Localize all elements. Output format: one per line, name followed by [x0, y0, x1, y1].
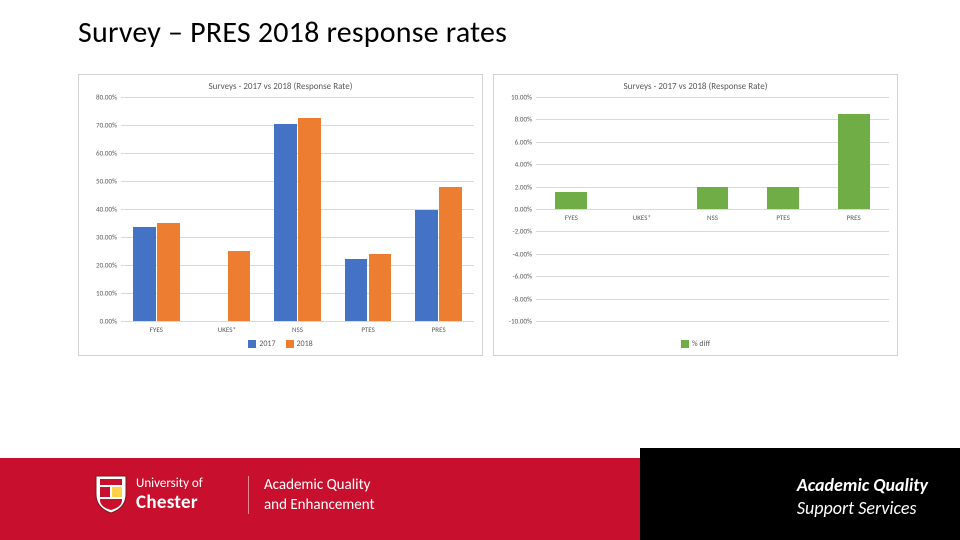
page-title: Survey – PRES 2018 response rates — [78, 14, 507, 51]
legend-label: 2017 — [259, 339, 275, 349]
dept-name: Academic Quality and Enhancement — [264, 476, 375, 515]
x-label: PTES — [776, 213, 790, 222]
legend-item: 2018 — [286, 339, 313, 349]
bar — [345, 259, 368, 321]
legend-label: % diff — [692, 339, 710, 349]
y-tick: -10.00% — [494, 317, 532, 326]
chart1-title: Surveys - 2017 vs 2018 (Response Rate) — [79, 75, 482, 94]
chart-diff: Surveys - 2017 vs 2018 (Response Rate) -… — [493, 74, 898, 356]
bar — [555, 192, 587, 209]
x-label: PTES — [361, 325, 375, 334]
y-tick: 10.00% — [494, 93, 532, 102]
chart1-legend: 2017 2018 — [79, 339, 482, 349]
bar — [133, 227, 156, 321]
x-label: PRES — [432, 325, 446, 334]
service-line2: Support Services — [797, 497, 928, 520]
y-tick: 10.00% — [79, 289, 117, 298]
uni-line2: Chester — [136, 492, 203, 515]
y-tick: -8.00% — [494, 294, 532, 303]
charts-row: Surveys - 2017 vs 2018 (Response Rate) 0… — [78, 74, 898, 356]
legend-item: % diff — [681, 339, 710, 349]
legend-swatch-icon — [681, 340, 689, 348]
bar — [415, 210, 438, 321]
y-tick: -6.00% — [494, 272, 532, 281]
bar — [369, 254, 392, 321]
y-tick: -2.00% — [494, 227, 532, 236]
uni-line1: University of — [136, 476, 203, 492]
legend-label: 2018 — [297, 339, 313, 349]
x-label: NSS — [707, 213, 718, 222]
bar — [439, 187, 462, 321]
y-tick: 2.00% — [494, 182, 532, 191]
university-name: University of Chester — [136, 476, 203, 514]
y-tick: 8.00% — [494, 115, 532, 124]
bar — [157, 223, 180, 321]
y-tick: 6.00% — [494, 137, 532, 146]
chart1-plot: 0.00%10.00%20.00%30.00%40.00%50.00%60.00… — [121, 97, 474, 321]
x-label: FYES — [565, 213, 578, 222]
slide: Survey – PRES 2018 response rates Survey… — [0, 0, 960, 540]
y-tick: 80.00% — [79, 93, 117, 102]
y-tick: 4.00% — [494, 160, 532, 169]
x-label: UKES* — [633, 213, 651, 222]
y-tick: 20.00% — [79, 261, 117, 270]
university-crest-icon — [94, 474, 128, 514]
legend-swatch-icon — [248, 340, 256, 348]
chart-response-rate: Surveys - 2017 vs 2018 (Response Rate) 0… — [78, 74, 483, 356]
bar — [274, 124, 297, 321]
bar — [298, 118, 321, 321]
service-name: Academic Quality Support Services — [797, 474, 928, 519]
y-tick: 0.00% — [494, 205, 532, 214]
x-label: FYES — [150, 325, 163, 334]
dept-line1: Academic Quality — [264, 476, 375, 496]
x-label: UKES* — [218, 325, 236, 334]
y-tick: 70.00% — [79, 121, 117, 130]
x-label: NSS — [292, 325, 303, 334]
chart2-title: Surveys - 2017 vs 2018 (Response Rate) — [494, 75, 897, 94]
legend-swatch-icon — [286, 340, 294, 348]
chart2-legend: % diff — [494, 339, 897, 349]
y-tick: 50.00% — [79, 177, 117, 186]
chart2-plot: -10.00%-8.00%-6.00%-4.00%-2.00%0.00%2.00… — [536, 97, 889, 321]
legend-item: 2017 — [248, 339, 275, 349]
bar — [838, 114, 870, 209]
bar — [228, 251, 251, 321]
y-tick: 30.00% — [79, 233, 117, 242]
footer-divider — [248, 476, 249, 514]
x-label: PRES — [847, 213, 861, 222]
bar — [697, 187, 729, 209]
y-tick: 0.00% — [79, 317, 117, 326]
service-line1: Academic Quality — [797, 474, 928, 497]
dept-line2: and Enhancement — [264, 496, 375, 516]
y-tick: 60.00% — [79, 149, 117, 158]
bar — [767, 187, 799, 209]
y-tick: 40.00% — [79, 205, 117, 214]
footer: University of Chester Academic Quality a… — [0, 448, 960, 540]
y-tick: -4.00% — [494, 249, 532, 258]
